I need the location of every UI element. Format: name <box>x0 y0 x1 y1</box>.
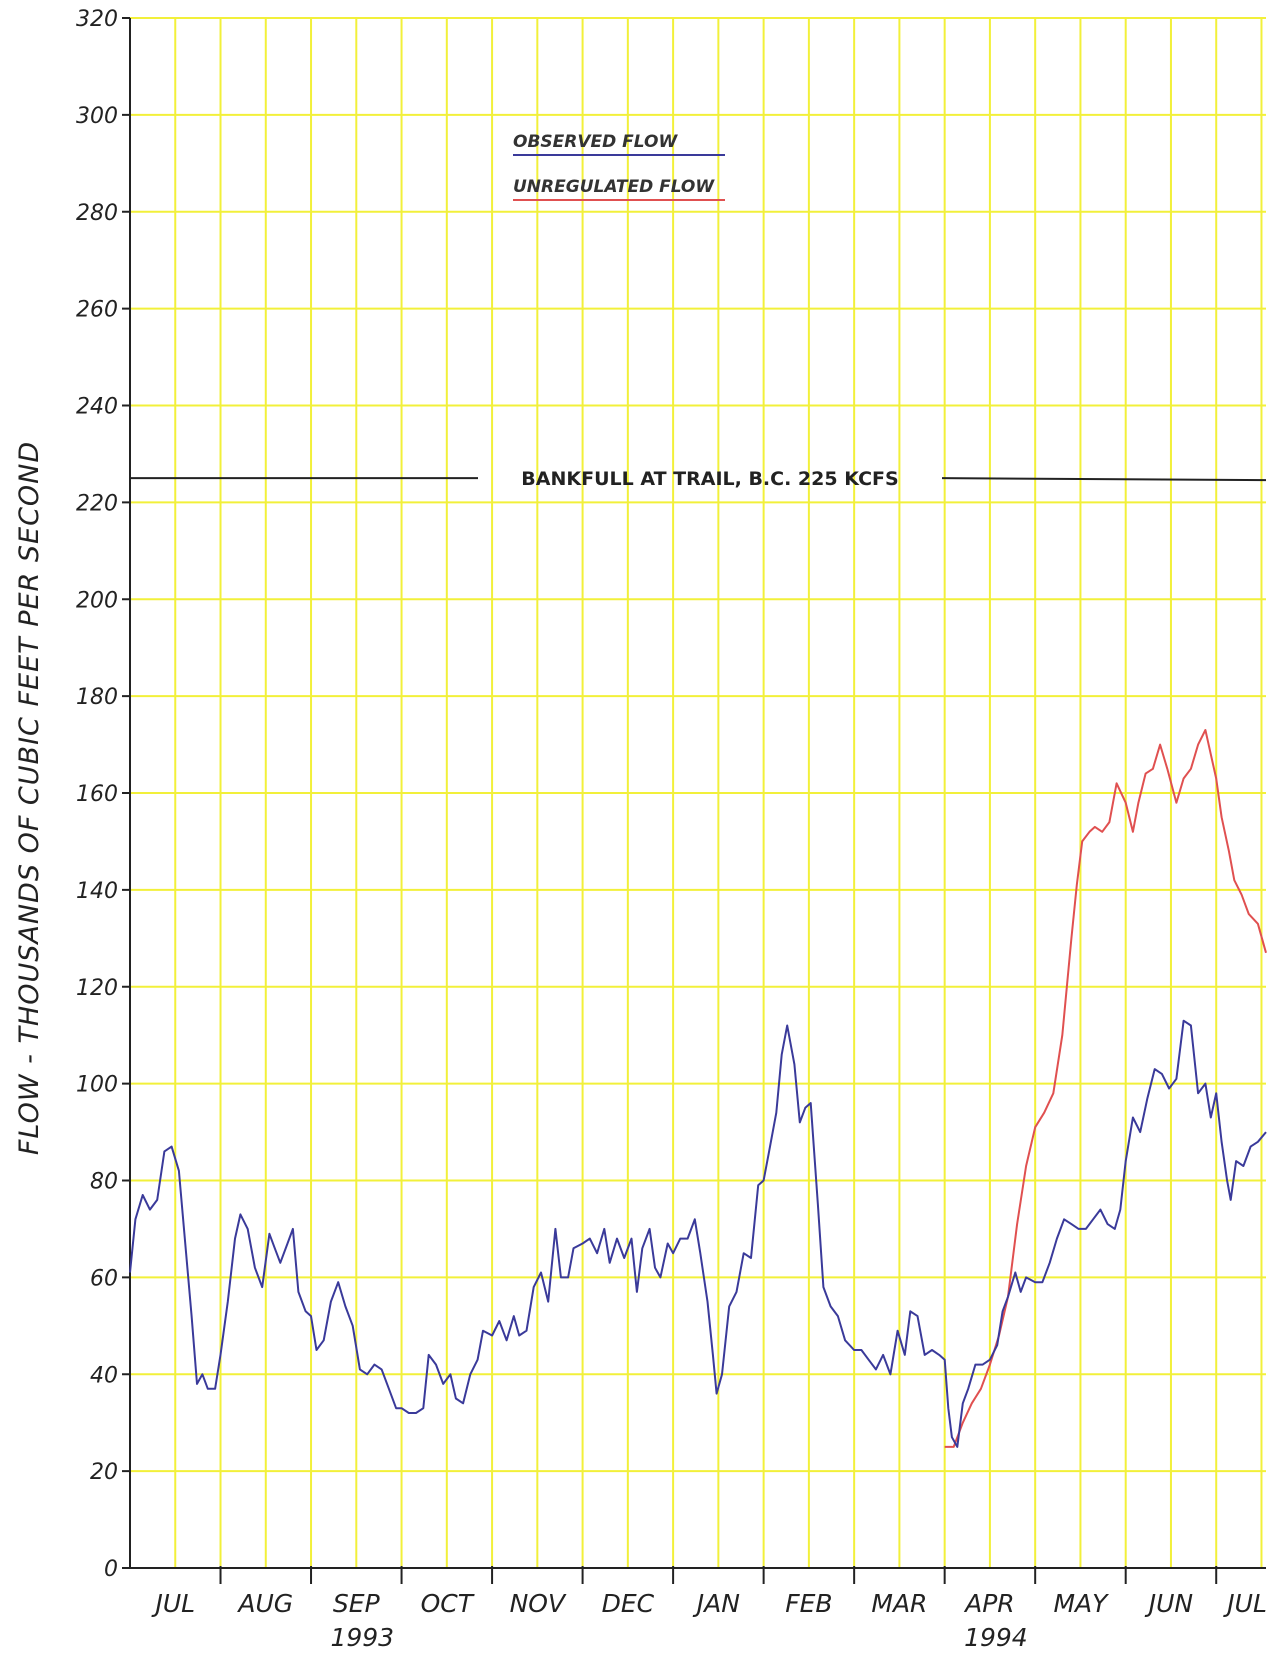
bankfull-label: BANKFULL AT TRAIL, B.C. 225 KCFS <box>521 468 898 490</box>
y-axis-label: FLOW - THOUSANDS OF CUBIC FEET PER SECON… <box>14 441 45 1155</box>
y-tick-label: 140 <box>76 879 118 904</box>
y-tick-label: 200 <box>76 588 118 613</box>
series-lines <box>129 729 1267 1448</box>
y-tick-label: 320 <box>76 7 118 32</box>
legend-unregulated-label: UNREGULATED FLOW <box>513 177 715 197</box>
y-tick-label: 300 <box>76 104 118 129</box>
x-tick-label: OCT <box>421 1589 475 1618</box>
y-tick-label: 100 <box>76 1073 118 1098</box>
observed-flow-line <box>129 1019 1267 1448</box>
y-tick-labels: 0 20 40 60 80 100 120 140 160 180 200 220 240 260 280 3… <box>76 7 130 1582</box>
y-tick-label: 20 <box>90 1460 118 1485</box>
y-tick-label: 180 <box>76 685 118 710</box>
y-tick-label: 240 <box>76 395 118 420</box>
y-tick-label: 120 <box>76 976 118 1001</box>
x-tick-labels: JUL AUG SEP OCT NOV DEC JAN FEB MAR APR MAY JUN JUL 1… <box>150 1566 1267 1652</box>
y-tick-label: 0 <box>104 1557 118 1582</box>
y-tick-label: 260 <box>76 298 118 323</box>
x-tick-label: NOV <box>510 1589 567 1618</box>
x-tick-label: JUN <box>1144 1589 1194 1618</box>
bankfull-line-right <box>941 477 1267 482</box>
x-tick-label: SEP <box>333 1589 381 1618</box>
year-label: 1993 <box>330 1623 394 1652</box>
x-tick-label: DEC <box>602 1589 655 1618</box>
x-tick-label: FEB <box>785 1589 832 1618</box>
legend: OBSERVED FLOW UNREGULATED FLOW <box>513 132 725 201</box>
x-tick-label: JUL <box>1222 1589 1267 1618</box>
grid <box>130 17 1266 1568</box>
y-tick-label: 220 <box>76 491 118 516</box>
y-tick-label: 280 <box>76 201 118 226</box>
y-tick-label: 80 <box>90 1170 118 1195</box>
x-tick-label: MAR <box>871 1589 927 1618</box>
y-tick-label: 60 <box>90 1266 118 1291</box>
x-tick-label: JUL <box>150 1589 195 1618</box>
x-tick-label: JAN <box>692 1589 740 1618</box>
y-tick-label: 160 <box>76 782 118 807</box>
bankfull-reference-line: BANKFULL AT TRAIL, B.C. 225 KCFS <box>130 468 1267 490</box>
x-tick-label: MAY <box>1053 1589 1109 1618</box>
x-tick-label: AUG <box>236 1589 293 1618</box>
year-label: 1994 <box>964 1623 1028 1652</box>
x-tick-label: APR <box>963 1589 1015 1618</box>
y-tick-label: 40 <box>90 1363 118 1388</box>
legend-observed-label: OBSERVED FLOW <box>513 132 678 152</box>
